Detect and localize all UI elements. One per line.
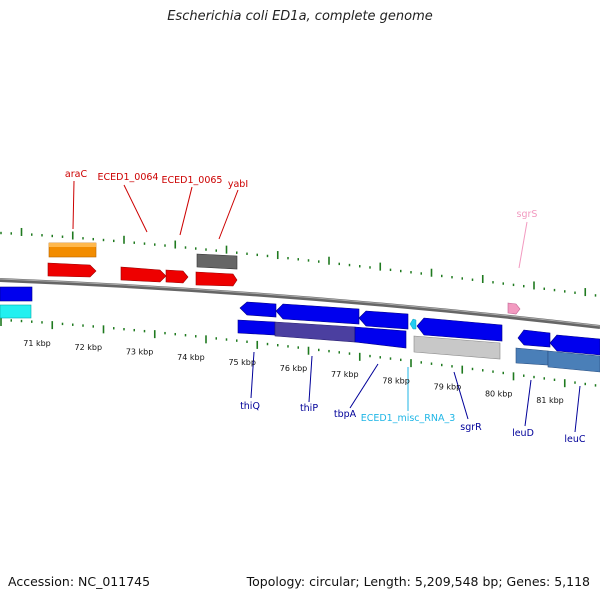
left-blue-gene[interactable] bbox=[0, 286, 33, 302]
genome-backbone bbox=[0, 278, 600, 329]
label-araC[interactable]: araC bbox=[65, 169, 88, 180]
kbp-tick-label: 78 kbp bbox=[382, 376, 410, 385]
label-leader-lines bbox=[72, 180, 581, 433]
leuD-gene-arrow[interactable] bbox=[517, 329, 551, 348]
label-eced1-0064[interactable]: ECED1_0064 bbox=[98, 172, 159, 183]
kbp-tick-label: 71 kbp bbox=[23, 339, 51, 348]
thiQ-gene-arrow[interactable] bbox=[239, 301, 277, 318]
label-sgrs[interactable]: sgrS bbox=[517, 209, 538, 220]
accession-text: Accession: NC_011745 bbox=[8, 574, 151, 589]
kbp-scale-labels: 71 kbp 72 kbp 73 kbp 74 kbp 75 kbp 76 kbp 77 k… bbox=[23, 339, 564, 405]
genome-summary-text: Topology: circular; Length: 5,209,548 bp… bbox=[246, 574, 590, 589]
yabl-gene-arrow[interactable] bbox=[195, 271, 238, 287]
label-leuc[interactable]: leuC bbox=[564, 434, 586, 445]
kbp-tick-label: 81 kbp bbox=[536, 396, 564, 405]
misc-rna-marker[interactable] bbox=[409, 318, 417, 330]
kbp-tick-label: 80 kbp bbox=[485, 389, 513, 398]
label-leud[interactable]: leuD bbox=[512, 428, 534, 439]
kbp-tick-label: 75 kbp bbox=[228, 358, 256, 367]
label-sgrr[interactable]: sgrR bbox=[460, 422, 482, 433]
kbp-tick-label: 72 kbp bbox=[75, 343, 103, 352]
araC-orange-highlight bbox=[49, 243, 96, 247]
sgrs-pink-feature[interactable] bbox=[507, 302, 521, 315]
left-cyan-feature[interactable] bbox=[0, 304, 32, 319]
leuC-gene-arrow[interactable] bbox=[549, 334, 600, 356]
leuC-lower-band[interactable] bbox=[547, 350, 600, 373]
kbp-tick-label: 79 kbp bbox=[434, 383, 462, 392]
kbp-tick-label: 77 kbp bbox=[331, 370, 359, 379]
label-yabl[interactable]: yabI bbox=[228, 179, 248, 190]
lower-tick-row bbox=[0, 318, 597, 388]
sgrR-gene-arrow[interactable] bbox=[416, 317, 503, 342]
label-thip[interactable]: thiP bbox=[300, 403, 318, 414]
genome-backbone-highlight bbox=[0, 278, 600, 327]
eced1-0064-gene-arrow[interactable] bbox=[120, 266, 167, 283]
araC-gene-arrow[interactable] bbox=[47, 262, 97, 278]
thiQ-lower-band[interactable] bbox=[237, 319, 276, 336]
thiP-lower-band[interactable] bbox=[274, 321, 356, 343]
label-misc-rna-3[interactable]: ECED1_misc_RNA_3 bbox=[361, 413, 456, 424]
label-tbpa[interactable]: tbpA bbox=[334, 409, 357, 420]
label-eced1-0065[interactable]: ECED1_0065 bbox=[162, 175, 223, 186]
label-thiq[interactable]: thiQ bbox=[240, 401, 260, 412]
gray-lower-feature[interactable] bbox=[413, 335, 501, 360]
tbpA-lower-band[interactable] bbox=[354, 326, 407, 349]
upper-tick-row bbox=[0, 227, 597, 297]
yabl-gray-feature[interactable] bbox=[196, 253, 238, 270]
kbp-tick-label: 73 kbp bbox=[126, 348, 154, 357]
genome-title: Escherichia coli ED1a, complete genome bbox=[167, 9, 433, 24]
kbp-tick-label: 76 kbp bbox=[280, 364, 308, 373]
kbp-tick-label: 74 kbp bbox=[177, 353, 205, 362]
leuD-lower-band[interactable] bbox=[515, 347, 549, 366]
tbpA-gene-arrow[interactable] bbox=[358, 310, 409, 330]
eced1-0065-gene-arrow[interactable] bbox=[165, 269, 189, 284]
thiP-gene-arrow[interactable] bbox=[275, 303, 360, 325]
